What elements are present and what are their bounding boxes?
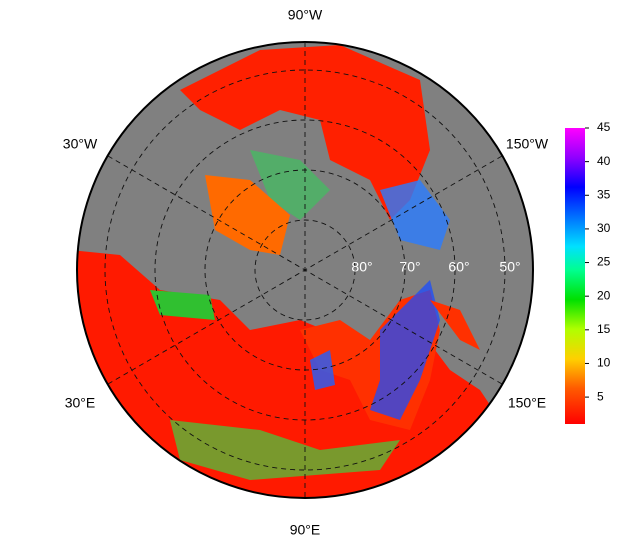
graticule [104, 42, 506, 498]
lat-label: 60° [448, 259, 469, 275]
colorbar-ticks: 5 10 15 20 25 30 35 40 45 [585, 120, 611, 403]
latitude-labels: 80° 70° 60° 50° [351, 259, 520, 275]
lat-label: 80° [351, 259, 372, 275]
colorbar-tick-label: 20 [597, 288, 611, 302]
land-south-band [170, 420, 400, 480]
land-high-values [370, 280, 440, 420]
lat-ring [104, 69, 506, 471]
longitude-labels: 90°W 30°W 150°W 30°E 150°E 90°E [63, 7, 549, 538]
colorbar-tick-label: 15 [597, 322, 611, 336]
lat-label: 50° [499, 259, 520, 275]
colorbar-tick-label: 45 [597, 120, 611, 134]
lat-label: 70° [399, 259, 420, 275]
land-greenland [205, 175, 290, 255]
colorbar [565, 128, 585, 424]
land-kamchatka [430, 300, 480, 350]
colorbar-tick-label: 25 [597, 255, 611, 269]
lon-label: 150°E [508, 395, 546, 411]
lon-label: 90°E [290, 522, 321, 538]
lon-label: 30°W [63, 136, 98, 152]
lon-label: 90°W [288, 7, 323, 23]
colorbar-tick-label: 5 [597, 389, 604, 403]
lat-ring [254, 219, 356, 321]
land-archipelago [250, 150, 330, 220]
lon-label: 30°E [65, 395, 96, 411]
colorbar-tick-label: 30 [597, 221, 611, 235]
land-north-america [180, 45, 430, 220]
colorbar-tick-label: 10 [597, 356, 611, 370]
colorbar-tick-label: 40 [597, 154, 611, 168]
lon-line [107, 155, 503, 385]
land-scandinavia [150, 290, 215, 320]
lon-label: 150°W [506, 136, 549, 152]
colorbar-tick-label: 35 [597, 187, 611, 201]
land-spot [310, 350, 335, 390]
